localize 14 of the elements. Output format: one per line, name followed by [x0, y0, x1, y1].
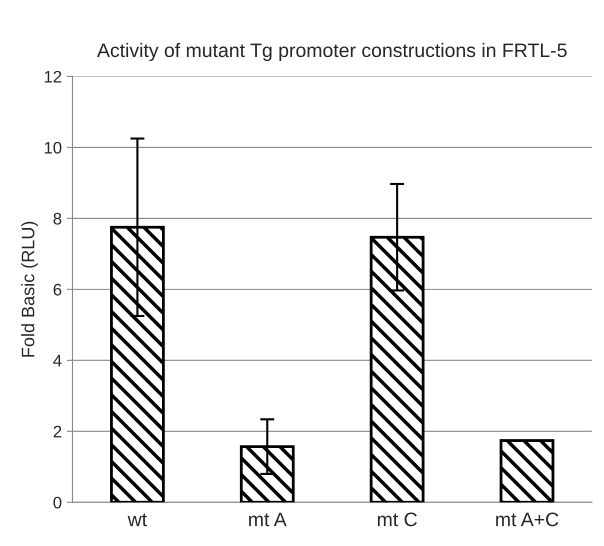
x-tick-label: mt A [249, 512, 287, 526]
y-tick-label: 6 [54, 284, 62, 296]
bar [500, 439, 554, 502]
x-tick-label: wt [128, 514, 147, 526]
x-tick-label: mt A+C [496, 512, 558, 526]
y-tick-label: 2 [54, 426, 62, 438]
y-tick-label: 0 [53, 496, 62, 509]
y-tick-label: 12 [44, 70, 62, 82]
y-tick-label: 8 [54, 212, 62, 225]
y-axis-title: Fold Basic (RLU) [21, 222, 38, 357]
chart-title: Activity of mutant Tg promoter constructions in FRTL-5 [97, 42, 567, 62]
y-tick-label: 10 [44, 142, 62, 154]
x-tick-label: mt C [378, 512, 417, 526]
y-tick-label: 4 [53, 354, 62, 366]
